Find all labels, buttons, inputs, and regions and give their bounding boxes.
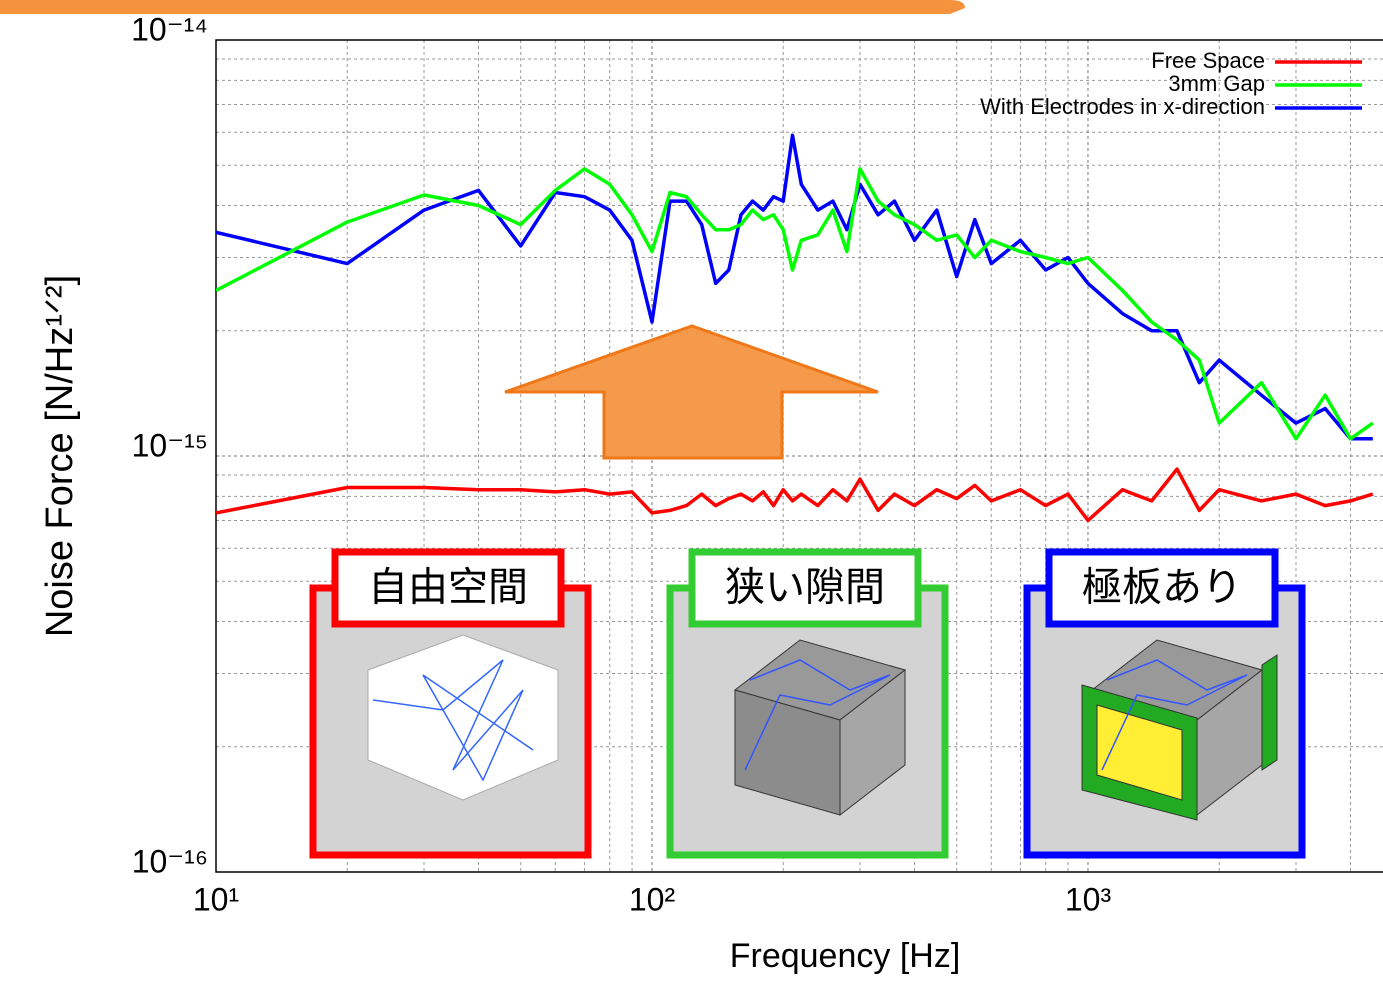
- x-axis-label: Frequency [Hz]: [730, 937, 961, 975]
- inset-title: 自由空間: [368, 566, 528, 610]
- x-tick-label: 10³: [1065, 881, 1112, 917]
- inset-title: 狭い隙間: [725, 566, 885, 610]
- inset-title: 極板あり: [1082, 566, 1242, 610]
- chart: 自由空間 狭い隙間 極板あり Free Space3mm GapWith Elect…: [0, 0, 1383, 983]
- series-line: [216, 469, 1373, 520]
- page: {"chart_data": {"type": "line", "x_label…: [0, 0, 1383, 983]
- legend-label: Free Space: [1151, 48, 1265, 73]
- arrow: [505, 326, 878, 458]
- y-tick-label: 10⁻¹⁵: [132, 427, 208, 463]
- x-tick-label: 10¹: [193, 881, 239, 917]
- y-axis-label: Noise Force [N/Hz¹ᐟ²]: [39, 275, 81, 637]
- legend-label: With Electrodes in x-direction: [980, 94, 1265, 119]
- x-tick-label: 10²: [629, 881, 676, 917]
- y-tick-label: 10⁻¹⁴: [131, 11, 208, 47]
- series-line: [216, 169, 1373, 439]
- y-tick-label: 10⁻¹⁶: [132, 843, 208, 879]
- legend-label: 3mm Gap: [1168, 71, 1265, 96]
- lines: [216, 135, 1373, 520]
- inset-electrode-side: [1262, 655, 1277, 770]
- insets: 自由空間 狭い隙間 極板あり: [313, 552, 1302, 855]
